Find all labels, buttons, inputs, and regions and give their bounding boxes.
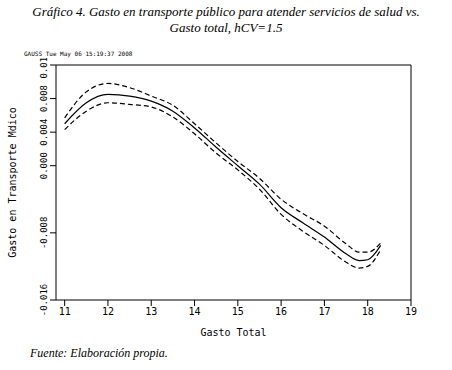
svg-text:-0.016: -0.016 [39,284,49,317]
svg-text:15: 15 [232,306,244,317]
html-text:Fuente: Elaboración propia.: Fuente: Elaboración propia. [30,346,168,360]
svg-text:-0.008: -0.008 [39,217,49,250]
svg-text:Gasto Total: Gasto Total [200,327,266,338]
html-text:GAUSS Tue May 06 15:19:37 2008: GAUSS Tue May 06 15:19:37 2008 [24,50,133,57]
svg-text:16: 16 [275,306,287,317]
svg-text:13: 13 [145,306,157,317]
svg-text:Gasto en Transporte Mdico: Gasto en Transporte Mdico [8,107,18,258]
svg-text:19: 19 [405,306,417,317]
svg-text:0.000: 0.000 [39,152,49,179]
svg-text:14: 14 [189,306,201,317]
svg-text:11: 11 [59,306,71,317]
svg-text:0.004: 0.004 [39,119,49,146]
svg-text:17: 17 [318,306,330,317]
html-text:Gráfico 4. Gasto en transporte: Gráfico 4. Gasto en transporte público p… [32,4,420,35]
svg-text:12: 12 [102,306,114,317]
svg-text:0.008: 0.008 [39,85,49,112]
svg-text:0.012: 0.012 [39,58,49,79]
svg-text:18: 18 [362,306,374,317]
